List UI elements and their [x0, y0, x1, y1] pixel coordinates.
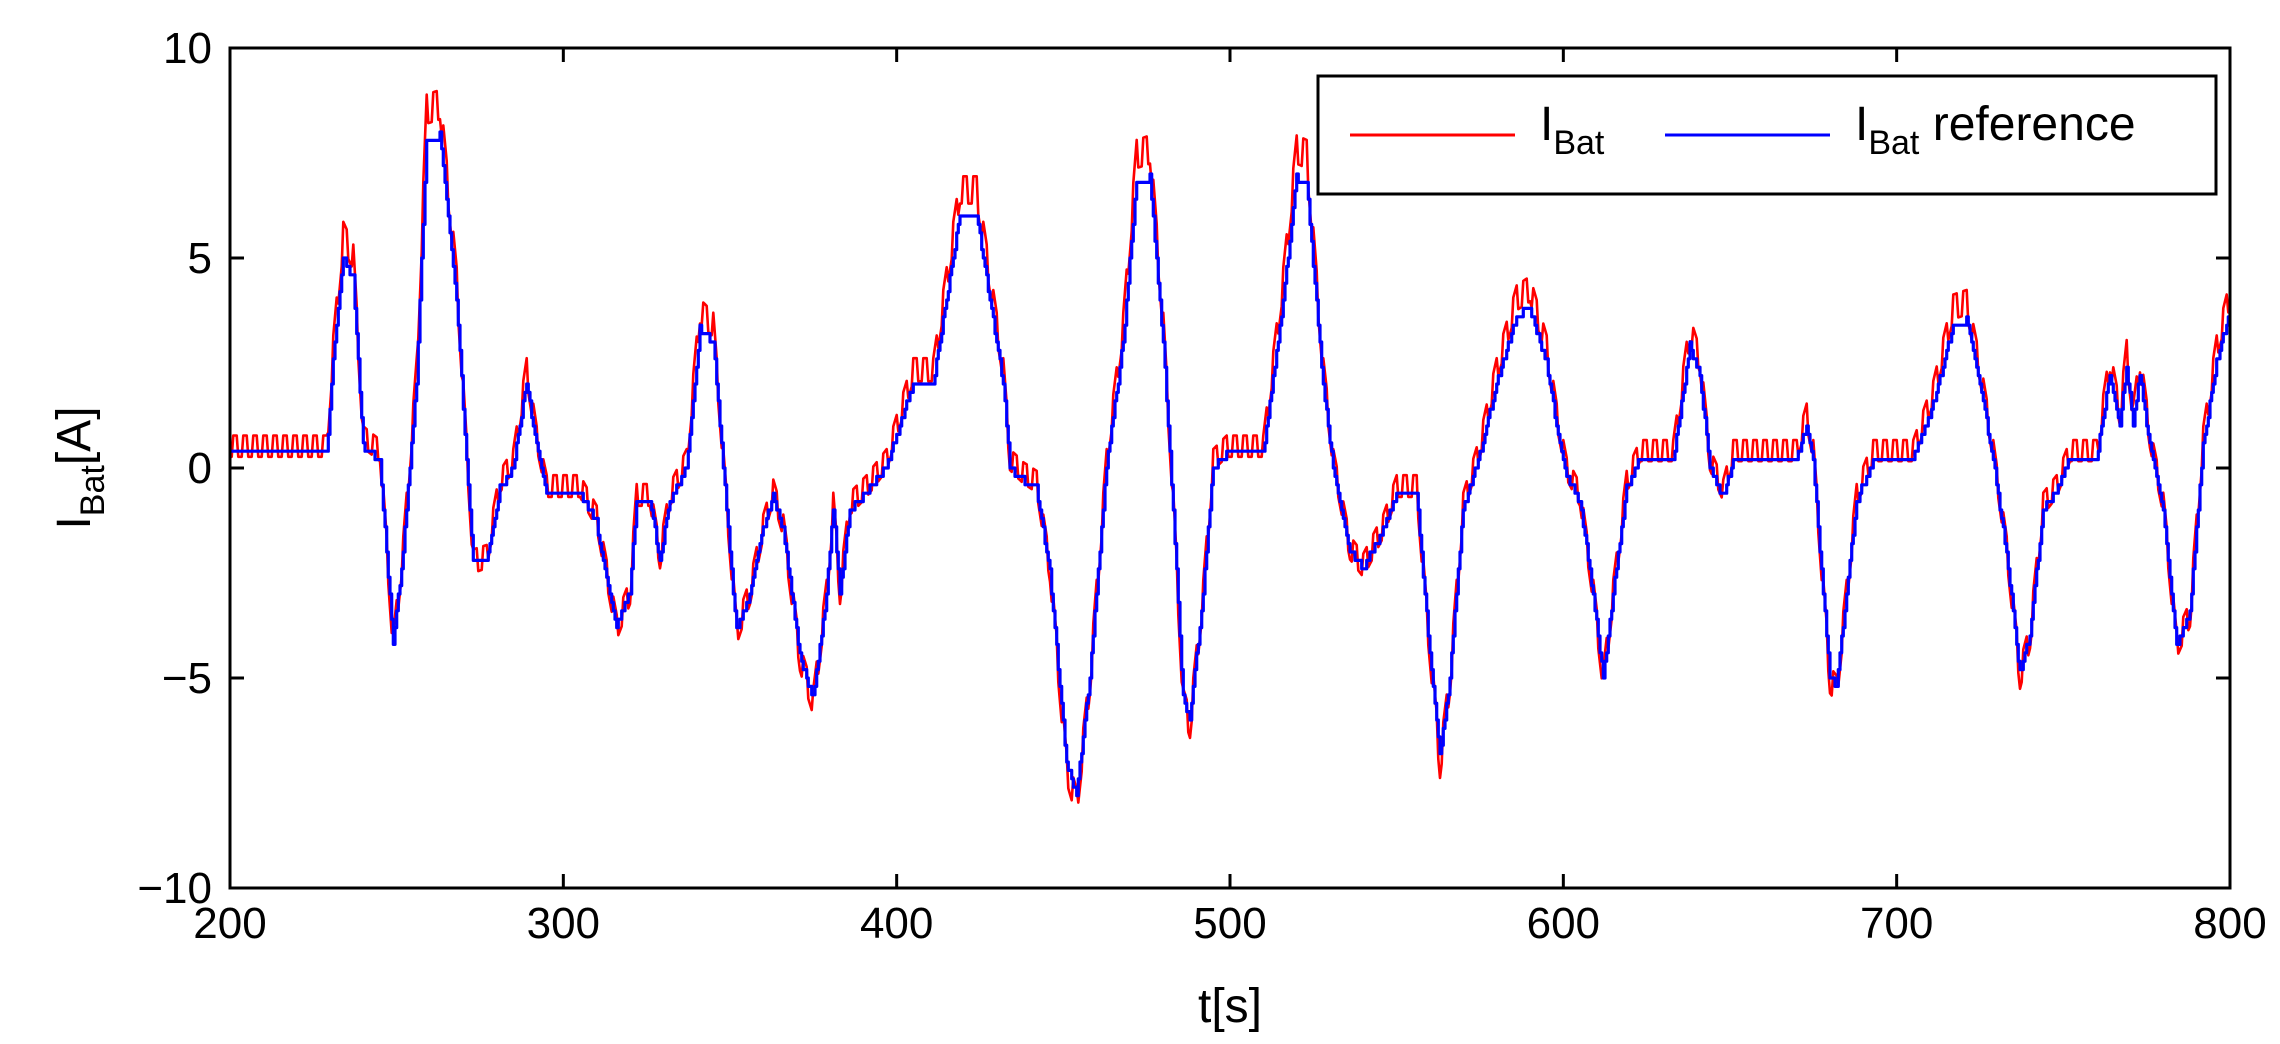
legend-label-ref-main: I [1855, 98, 1868, 151]
x-tick-label: 500 [1193, 899, 1266, 948]
y-tick-label: −5 [162, 654, 212, 703]
y-tick-label: −10 [137, 864, 212, 913]
x-tick-label: 400 [860, 899, 933, 948]
y-axis-label: IBat[A] [48, 406, 112, 529]
legend-label-ibat-sub: Bat [1553, 124, 1605, 162]
x-axis-label: t[s] [1198, 980, 1262, 1033]
x-tick-label: 300 [527, 899, 600, 948]
y-tick-label: 0 [188, 444, 212, 493]
legend-label-ibat: IBat [1540, 98, 1605, 162]
legend: IBat IBat reference [1316, 74, 2218, 196]
x-tick-label: 800 [2193, 899, 2266, 948]
y-tick-label: 5 [188, 234, 212, 283]
legend-label-ibat-main: I [1540, 98, 1553, 151]
y-axis-label-sub: Bat [74, 465, 112, 517]
y-axis-label-main: I [48, 516, 101, 529]
legend-label-ref-sub: Bat [1868, 124, 1920, 162]
y-axis-label-suffix: [A] [48, 406, 101, 465]
legend-label-ref-suffix: reference [1919, 98, 2135, 151]
x-tick-label: 700 [1860, 899, 1933, 948]
y-tick-label: 10 [163, 24, 212, 73]
axis-ticks: 200 300 400 500 600 700 800 10 5 0 −5 −10 [137, 24, 2266, 948]
series-line-ibat [230, 89, 2230, 804]
x-tick-label: 600 [1527, 899, 1600, 948]
plot-lines [230, 89, 2230, 804]
x-tick-label: 200 [193, 899, 266, 948]
legend-label-ibat-reference: IBat reference [1855, 98, 2136, 162]
series-line-ibat-reference [230, 130, 2230, 798]
